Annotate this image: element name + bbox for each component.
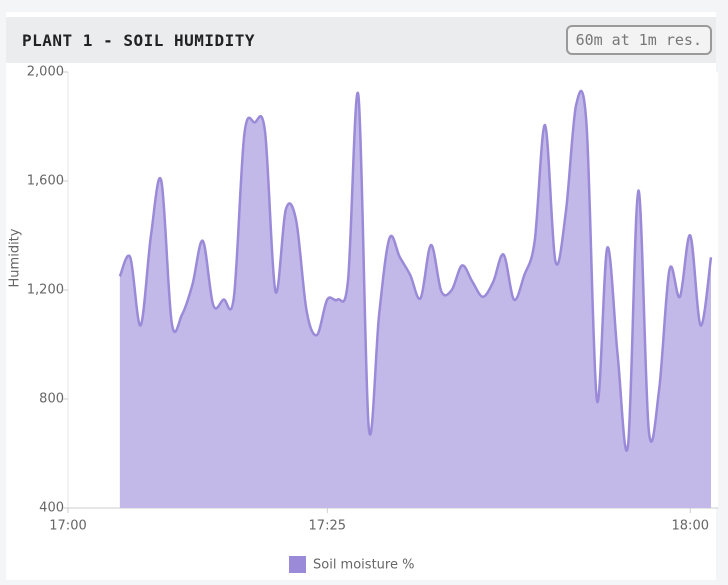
x-tick-label: 17:25 — [309, 519, 346, 534]
chart-title: PLANT 1 - SOIL HUMIDITY — [22, 31, 256, 50]
y-axis-label: Humidity — [8, 228, 23, 287]
legend-swatch — [289, 556, 306, 573]
y-tick-label: 2,000 — [27, 65, 64, 80]
header: PLANT 1 - SOIL HUMIDITY 60m at 1m res. — [6, 17, 716, 63]
y-tick-label: 1,600 — [27, 174, 64, 189]
legend-label: Soil moisture % — [313, 558, 414, 573]
area-line — [118, 89, 713, 452]
x-tick-label: 17:00 — [49, 519, 86, 534]
area-fill — [119, 90, 711, 508]
y-tick-label: 1,200 — [27, 283, 64, 298]
y-tick-label: 800 — [39, 392, 64, 407]
x-tick-label: 18:00 — [672, 519, 709, 534]
resolution-badge[interactable]: 60m at 1m res. — [565, 25, 712, 55]
y-tick-label: 400 — [39, 501, 64, 516]
